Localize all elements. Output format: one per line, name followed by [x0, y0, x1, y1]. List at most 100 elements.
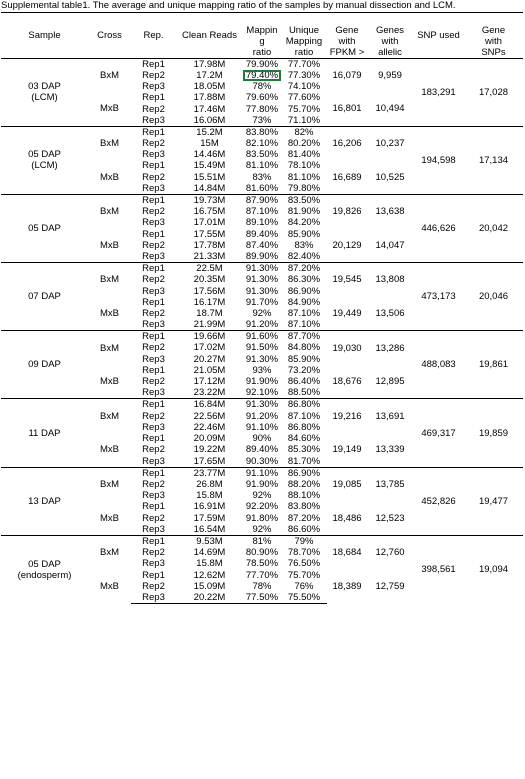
mapping-ratio-cell[interactable]: 83%: [252, 171, 272, 183]
gene-with-snps-cell[interactable]: 19,861: [464, 330, 523, 399]
unique-mapping-ratio-cell[interactable]: 87.10%: [287, 308, 321, 320]
gene-with-fpkm-cell[interactable]: 18,486: [332, 512, 362, 524]
sample-name-cell[interactable]: 09 DAP: [1, 330, 88, 399]
mapping-ratio-cell[interactable]: 79.90%: [243, 57, 281, 70]
sample-name-cell[interactable]: 11 DAP: [1, 398, 88, 468]
genes-with-allelic-cell[interactable]: 12,895: [375, 376, 405, 388]
snp-used-cell[interactable]: 452,826: [413, 466, 464, 536]
unique-mapping-ratio-cell[interactable]: 76.50%: [287, 558, 321, 570]
rep-cell[interactable]: Rep1: [142, 92, 165, 104]
sample-name-cell[interactable]: 05 DAP: [1, 193, 88, 263]
cross-cell[interactable]: BxM: [88, 125, 131, 161]
mapping-ratio-cell[interactable]: 77.80%: [245, 103, 279, 115]
unique-mapping-ratio-cell[interactable]: 78.10%: [287, 160, 321, 172]
rep-cell[interactable]: Rep2: [142, 103, 165, 115]
clean-reads-cell[interactable]: 17.12M: [193, 376, 226, 388]
unique-mapping-ratio-cell[interactable]: 81.10%: [287, 171, 321, 183]
unique-mapping-ratio-cell[interactable]: 83.80%: [287, 501, 321, 513]
clean-reads-cell[interactable]: 17.78M: [193, 239, 226, 251]
unique-mapping-ratio-cell[interactable]: 86.30%: [287, 274, 321, 286]
unique-mapping-ratio-cell[interactable]: 84.20%: [287, 217, 321, 229]
cross-cell[interactable]: MxB: [100, 103, 119, 115]
genes-with-allelic-cell[interactable]: 10,525: [375, 171, 405, 183]
unique-mapping-ratio-cell[interactable]: 86.90%: [281, 466, 327, 479]
gene-with-snps-cell[interactable]: 19,859: [464, 398, 523, 468]
unique-mapping-ratio-cell[interactable]: 81.70%: [287, 455, 321, 467]
unique-mapping-ratio-cell[interactable]: 85.90%: [287, 353, 321, 365]
genes-with-allelic-cell[interactable]: 13,286: [367, 330, 413, 365]
gene-with-fpkm-cell[interactable]: 16,079: [327, 57, 367, 93]
mapping-ratio-cell[interactable]: 91.90%: [245, 478, 279, 490]
mapping-ratio-cell[interactable]: 91.30%: [243, 398, 281, 411]
unique-mapping-ratio-cell[interactable]: 87.10%: [287, 319, 321, 331]
rep-cell[interactable]: Rep2: [142, 274, 165, 286]
gene-with-fpkm-cell[interactable]: 19,149: [332, 444, 362, 456]
rep-cell[interactable]: Rep3: [142, 490, 165, 502]
rep-cell[interactable]: Rep3: [142, 114, 165, 126]
cross-cell[interactable]: MxB: [100, 239, 119, 251]
mapping-ratio-cell[interactable]: 78.50%: [245, 558, 279, 570]
genes-with-allelic-cell[interactable]: 13,638: [367, 193, 413, 229]
unique-mapping-ratio-cell[interactable]: 85.90%: [287, 228, 321, 240]
unique-mapping-ratio-cell[interactable]: 75.50%: [281, 592, 327, 604]
gene-with-fpkm-cell[interactable]: 16,689: [332, 171, 362, 183]
gene-with-fpkm-cell[interactable]: 19,030: [327, 330, 367, 365]
mapping-ratio-cell[interactable]: 83.50%: [245, 149, 279, 161]
rep-cell[interactable]: Rep3: [142, 285, 165, 297]
clean-reads-cell[interactable]: 16.17M: [193, 296, 226, 308]
mapping-ratio-cell[interactable]: 73%: [252, 114, 272, 126]
clean-reads-cell[interactable]: 16.91M: [193, 501, 226, 513]
mapping-ratio-cell[interactable]: 87.90%: [243, 193, 281, 206]
rep-cell[interactable]: Rep3: [142, 455, 165, 467]
cross-cell[interactable]: MxB: [100, 580, 119, 592]
unique-mapping-ratio-cell[interactable]: 81.90%: [287, 206, 321, 218]
clean-reads-cell[interactable]: 16.84M: [176, 398, 243, 411]
gene-with-snps-cell[interactable]: 20,046: [464, 262, 523, 331]
clean-reads-cell[interactable]: 17.46M: [193, 103, 226, 115]
unique-mapping-ratio-cell[interactable]: 76%: [294, 580, 314, 592]
gene-with-fpkm-cell[interactable]: 19,085: [327, 466, 367, 502]
clean-reads-cell[interactable]: 12.62M: [193, 569, 226, 581]
unique-mapping-ratio-cell[interactable]: 86.80%: [287, 421, 321, 433]
gene-with-fpkm-cell[interactable]: 19,545: [327, 262, 367, 297]
mapping-ratio-cell[interactable]: 91.70%: [245, 296, 279, 308]
unique-mapping-ratio-cell[interactable]: 74.10%: [287, 80, 321, 92]
clean-reads-cell[interactable]: 18.7M: [196, 308, 223, 320]
unique-mapping-ratio-cell[interactable]: 83%: [294, 239, 314, 251]
header-clean-reads[interactable]: Clean Reads: [176, 13, 243, 59]
clean-reads-cell[interactable]: 15.09M: [193, 580, 226, 592]
rep-cell[interactable]: Rep1: [142, 228, 165, 240]
mapping-ratio-cell[interactable]: 78%: [252, 580, 272, 592]
header-cross[interactable]: Cross: [88, 13, 131, 59]
clean-reads-cell[interactable]: 15.8M: [196, 558, 223, 570]
rep-cell[interactable]: Rep2: [142, 342, 165, 354]
mapping-ratio-cell[interactable]: 91.30%: [245, 285, 279, 297]
rep-cell[interactable]: Rep3: [131, 592, 176, 604]
mapping-ratio-cell[interactable]: 87.10%: [245, 206, 279, 218]
gene-with-fpkm-cell[interactable]: 16,206: [327, 125, 367, 161]
rep-cell[interactable]: Rep1: [131, 125, 176, 138]
mapping-ratio-cell[interactable]: 89.90%: [245, 251, 279, 263]
cross-cell[interactable]: BxM: [88, 466, 131, 502]
clean-reads-cell[interactable]: 19.73M: [176, 193, 243, 206]
genes-with-allelic-cell[interactable]: 10,494: [375, 103, 405, 115]
unique-mapping-ratio-cell[interactable]: 77.30%: [287, 69, 321, 81]
rep-cell[interactable]: Rep1: [131, 262, 176, 275]
genes-with-allelic-cell[interactable]: 12,523: [375, 512, 405, 524]
header-gene-with-fpkm[interactable]: Gene with FPKM >: [327, 13, 367, 59]
clean-reads-cell[interactable]: 21.99M: [193, 319, 226, 331]
unique-mapping-ratio-cell[interactable]: 86.80%: [281, 398, 327, 411]
mapping-ratio-cell[interactable]: 79.60%: [245, 92, 279, 104]
cross-cell[interactable]: BxM: [88, 193, 131, 229]
clean-reads-cell[interactable]: 17.01M: [193, 217, 226, 229]
rep-cell[interactable]: Rep3: [142, 182, 165, 194]
rep-cell[interactable]: Rep1: [131, 193, 176, 206]
clean-reads-cell[interactable]: 23.22M: [193, 387, 226, 399]
mapping-ratio-cell[interactable]: 91.20%: [245, 319, 279, 331]
rep-cell[interactable]: Rep3: [142, 558, 165, 570]
unique-mapping-ratio-cell[interactable]: 75.70%: [287, 569, 321, 581]
genes-with-allelic-cell[interactable]: 13,506: [375, 307, 405, 319]
snp-used-cell[interactable]: 183,291: [413, 57, 464, 127]
gene-with-fpkm-cell[interactable]: 19,826: [327, 193, 367, 229]
unique-mapping-ratio-cell[interactable]: 80.20%: [287, 137, 321, 149]
